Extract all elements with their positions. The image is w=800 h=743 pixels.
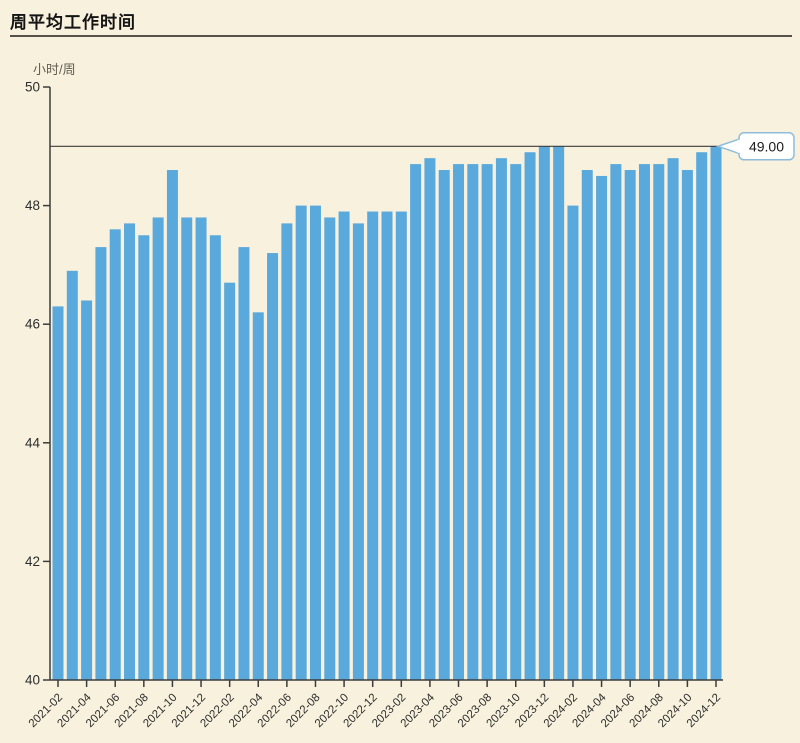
y-tick-label: 40 <box>25 673 40 688</box>
bar-2022-07[interactable]: 2022-07: 48 <box>295 205 307 680</box>
bar-2022-03[interactable]: 2022-03: 47.3 <box>238 247 250 681</box>
bar-2023-01[interactable]: 2023-01: 47.9 <box>381 211 393 680</box>
bar-2023-07[interactable]: 2023-07: 48.7 <box>467 164 479 681</box>
bar-2022-01[interactable]: 2022-01: 47.5 <box>209 235 221 680</box>
bar-2022-12[interactable]: 2022-12: 47.9 <box>367 211 379 680</box>
bar-2023-11[interactable]: 2023-11: 48.9 <box>524 152 536 681</box>
y-tick-label: 44 <box>25 435 41 450</box>
bar-2023-08[interactable]: 2023-08: 48.7 <box>481 164 493 681</box>
bar-2024-10[interactable]: 2024-10: 48.6 <box>681 170 693 680</box>
bar-2022-08[interactable]: 2022-08: 48 <box>309 205 321 680</box>
bar-2023-05[interactable]: 2023-05: 48.6 <box>438 170 450 680</box>
bar-2021-02[interactable]: 2021-02: 46.3 <box>52 306 64 680</box>
bar-2024-01[interactable]: 2024-01: 49 <box>553 146 565 681</box>
bar-2024-12[interactable]: 2024-12: 49 <box>710 146 722 681</box>
bar-2024-04[interactable]: 2024-04: 48.5 <box>596 175 608 680</box>
bar-2021-11[interactable]: 2021-11: 47.8 <box>181 217 193 680</box>
bar-2021-10[interactable]: 2021-10: 48.6 <box>166 170 178 680</box>
y-tick-label: 42 <box>25 554 40 569</box>
bar-2021-08[interactable]: 2021-08: 47.5 <box>138 235 150 680</box>
bar-2021-04[interactable]: 2021-04: 46.4 <box>81 300 93 680</box>
bar-2023-03[interactable]: 2023-03: 48.7 <box>410 164 422 681</box>
bar-2021-07[interactable]: 2021-07: 47.7 <box>124 223 136 680</box>
page-title: 周平均工作时间 <box>10 13 136 32</box>
bar-2024-03[interactable]: 2024-03: 48.6 <box>581 170 593 680</box>
bar-2023-09[interactable]: 2023-09: 48.8 <box>495 158 507 680</box>
bar-2021-12[interactable]: 2021-12: 47.8 <box>195 217 207 680</box>
bar-2022-05[interactable]: 2022-05: 47.2 <box>267 253 279 681</box>
bar-2024-11[interactable]: 2024-11: 48.9 <box>696 152 708 681</box>
bar-2024-02[interactable]: 2024-02: 48 <box>567 205 579 680</box>
title-separator <box>10 35 792 37</box>
bar-2021-06[interactable]: 2021-06: 47.6 <box>109 229 121 680</box>
bar-2023-02[interactable]: 2023-02: 47.9 <box>395 211 407 680</box>
bar-2024-06[interactable]: 2024-06: 48.6 <box>624 170 636 680</box>
bar-2024-09[interactable]: 2024-09: 48.8 <box>667 158 679 680</box>
y-tick-label: 48 <box>25 198 40 213</box>
bar-2022-06[interactable]: 2022-06: 47.7 <box>281 223 293 680</box>
y-axis-unit-label: 小时/周 <box>33 62 76 77</box>
bar-2021-05[interactable]: 2021-05: 47.3 <box>95 247 107 681</box>
bar-2022-11[interactable]: 2022-11: 47.7 <box>352 223 364 680</box>
latest-value-label: 49.00 <box>749 138 784 154</box>
bar-2022-04[interactable]: 2022-04: 46.2 <box>252 312 264 680</box>
bar-2024-05[interactable]: 2024-05: 48.7 <box>610 164 622 681</box>
bar-2022-02[interactable]: 2022-02: 46.7 <box>224 282 236 680</box>
y-tick-label: 50 <box>25 80 40 95</box>
callout-pointer <box>715 138 741 155</box>
bar-2023-06[interactable]: 2023-06: 48.7 <box>453 164 465 681</box>
bar-2023-10[interactable]: 2023-10: 48.7 <box>510 164 522 681</box>
bar-2021-03[interactable]: 2021-03: 46.9 <box>66 270 78 680</box>
bar-2022-09[interactable]: 2022-09: 47.8 <box>324 217 336 680</box>
bar-2022-10[interactable]: 2022-10: 47.9 <box>338 211 350 680</box>
bar-2024-07[interactable]: 2024-07: 48.7 <box>638 164 650 681</box>
bar-2021-09[interactable]: 2021-09: 47.8 <box>152 217 164 680</box>
y-tick-label: 46 <box>25 317 40 332</box>
bar-2023-04[interactable]: 2023-04: 48.8 <box>424 158 436 680</box>
bar-2024-08[interactable]: 2024-08: 48.7 <box>653 164 665 681</box>
bar-2023-12[interactable]: 2023-12: 49 <box>538 146 550 681</box>
